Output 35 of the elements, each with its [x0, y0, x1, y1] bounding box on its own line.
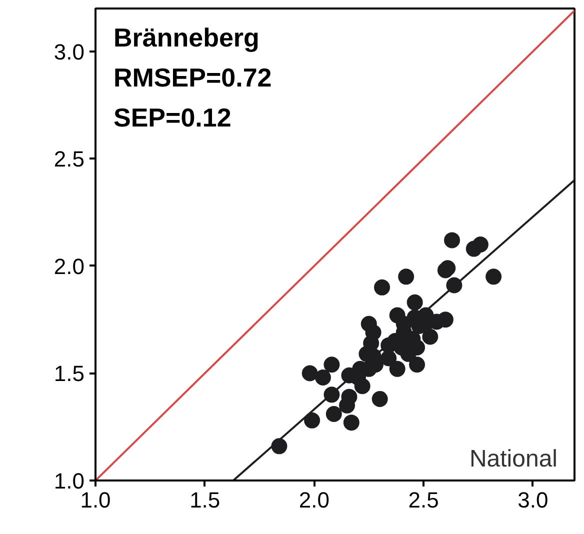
point: [389, 360, 406, 377]
point: [372, 390, 388, 407]
annotation: RMSEP=0.72: [114, 62, 272, 92]
point: [271, 438, 288, 454]
point: [446, 277, 462, 294]
point: [324, 356, 340, 373]
x-tick-label: 2.0: [298, 488, 330, 512]
point: [422, 328, 438, 345]
x-tick-label: 1.5: [190, 488, 220, 512]
point: [314, 370, 331, 386]
y-tick-label: 3.0: [54, 39, 85, 64]
point: [304, 412, 320, 428]
point: [444, 232, 460, 248]
point: [437, 312, 454, 328]
point: [341, 388, 358, 405]
annotation: SEP=0.12: [114, 102, 232, 132]
x-tick-label: 3.0: [518, 488, 548, 512]
point: [409, 356, 426, 373]
point: [365, 324, 382, 340]
point: [343, 414, 360, 431]
point: [324, 386, 340, 403]
y-tick-label: 2.0: [54, 254, 85, 279]
annotation: Bränneberg: [114, 22, 260, 52]
point: [406, 294, 423, 310]
y-tick-label: 1.5: [54, 361, 85, 386]
x-tick-label: 2.5: [408, 488, 439, 512]
point: [398, 268, 414, 285]
annotation: National: [469, 446, 558, 472]
point: [326, 406, 342, 422]
point: [374, 279, 390, 296]
point: [472, 236, 488, 252]
point: [302, 365, 318, 382]
y-tick-label: 2.5: [54, 146, 85, 172]
point: [486, 268, 502, 285]
point: [354, 378, 370, 394]
